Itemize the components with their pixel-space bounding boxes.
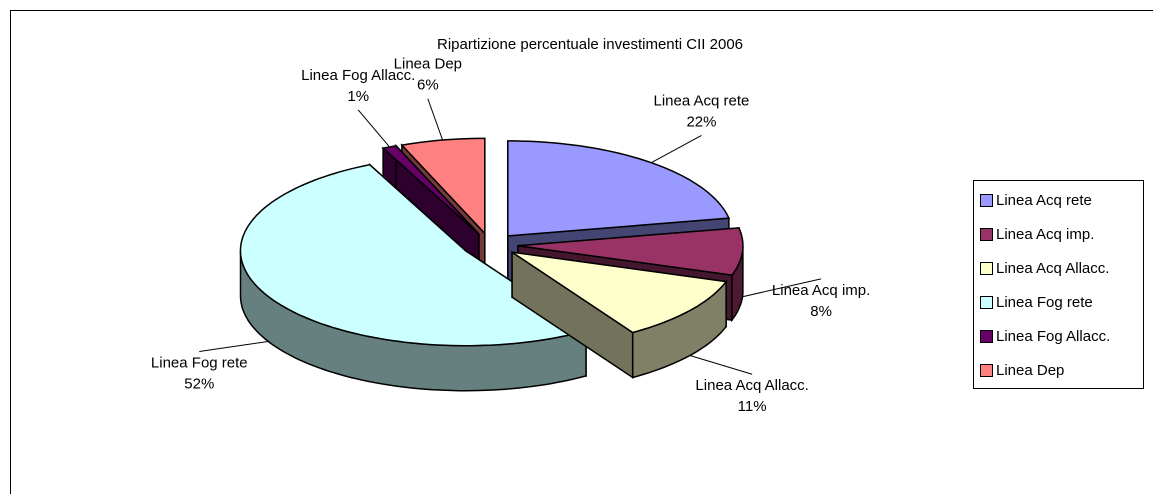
legend-swatch	[980, 330, 993, 343]
legend-label: Linea Acq Allacc.	[996, 260, 1109, 277]
pie	[239, 137, 744, 392]
legend-swatch	[980, 228, 993, 241]
data-label-name: Linea Fog Allacc.	[301, 67, 415, 84]
data-label: 11%	[738, 398, 767, 415]
data-label-name: Linea Fog rete	[151, 354, 248, 371]
leader-line	[742, 278, 822, 298]
data-label: 52%	[184, 375, 214, 392]
legend-swatch	[980, 364, 993, 377]
legend-label: Linea Acq imp.	[996, 226, 1094, 243]
chart-title: Ripartizione percentuale investimenti CI…	[437, 36, 743, 53]
data-label-name: Linea Dep	[394, 56, 462, 73]
legend-box	[973, 180, 1144, 389]
legend-swatch	[980, 296, 993, 309]
legend-label: Linea Fog Allacc.	[996, 328, 1110, 345]
data-label: 6%	[417, 77, 439, 94]
leader-line	[689, 354, 753, 375]
data-label: 22%	[686, 113, 716, 130]
data-label-name: Linea Acq rete	[654, 92, 750, 109]
data-label-name: Linea Acq Allacc.	[695, 377, 808, 394]
leader-line	[357, 109, 390, 148]
legend-swatch	[980, 194, 993, 207]
slice	[381, 144, 480, 235]
slice	[517, 227, 744, 276]
legend-label: Linea Fog rete	[996, 294, 1093, 311]
leader-line	[427, 98, 444, 141]
data-label: 8%	[810, 303, 832, 320]
leader-line	[199, 340, 269, 352]
legend-label: Linea Acq rete	[996, 192, 1092, 209]
slice	[239, 163, 588, 347]
data-label-name: Linea Acq imp.	[772, 282, 870, 299]
legend-swatch	[980, 262, 993, 275]
leader-line	[651, 135, 702, 164]
slice	[507, 140, 731, 237]
data-label: 1%	[347, 88, 369, 105]
slice	[511, 251, 728, 334]
legend-label: Linea Dep	[996, 362, 1064, 379]
